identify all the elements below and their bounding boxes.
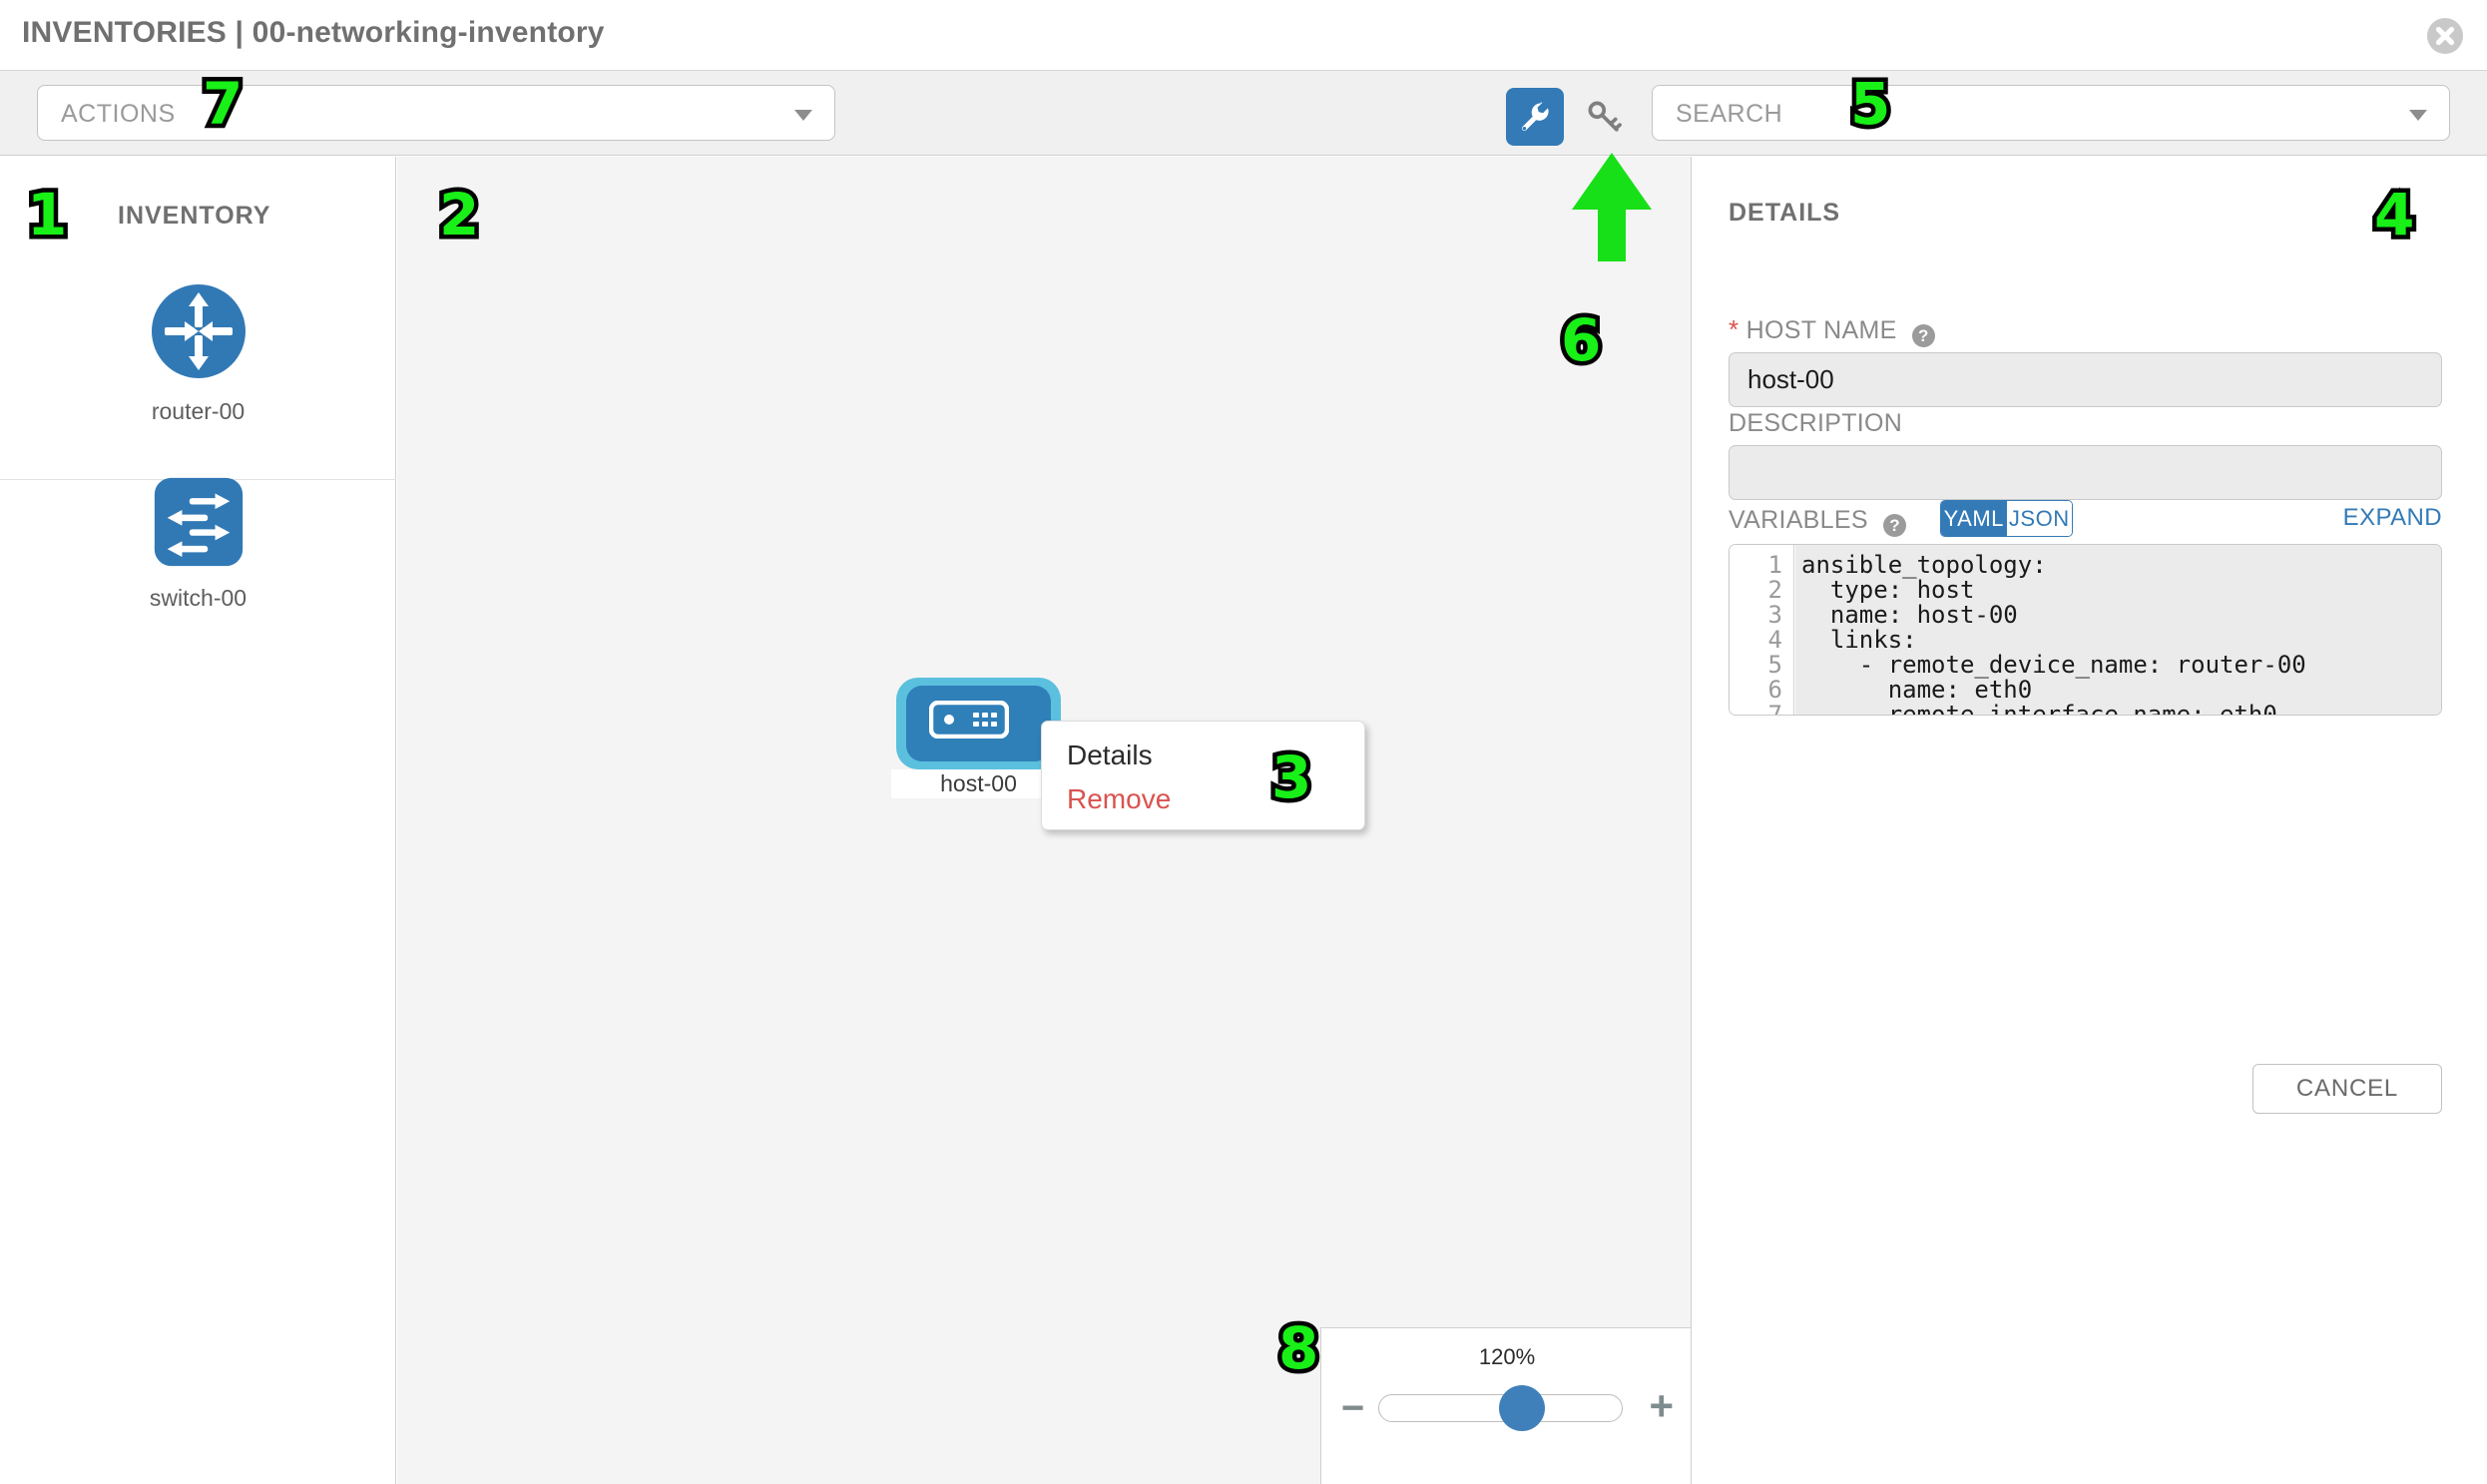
- chevron-down-icon: [2409, 110, 2427, 121]
- editor-gutter: 1 2 3 4 5 6 7: [1730, 545, 1794, 716]
- host-name-label-text: HOST NAME: [1745, 316, 1897, 344]
- toolbar: ACTIONS SEARCH: [0, 70, 2487, 156]
- code-line: ansible_topology:: [1801, 551, 2047, 579]
- wrench-icon[interactable]: [1506, 88, 1564, 146]
- context-menu-item-details[interactable]: Details: [1067, 740, 1153, 770]
- code-line: links:: [1801, 626, 1917, 654]
- code-line: - remote_device_name: router-00: [1801, 651, 2306, 679]
- zoom-control: 120% − +: [1320, 1327, 1691, 1484]
- editor-code-area[interactable]: ansible_topology: type: host name: host-…: [1795, 545, 2441, 716]
- details-heading: DETAILS: [1729, 199, 1841, 227]
- palette-item-router[interactable]: router-00: [0, 281, 396, 480]
- close-icon[interactable]: [2427, 18, 2463, 54]
- key-icon[interactable]: [1575, 88, 1633, 146]
- sidebar-heading: INVENTORY: [118, 202, 271, 230]
- zoom-slider-handle[interactable]: [1499, 1385, 1545, 1431]
- host-name-label: * HOST NAME ?: [1729, 314, 1935, 347]
- line-number: 5: [1767, 651, 1782, 679]
- title-bar: INVENTORIES | 00-networking-inventory: [0, 0, 2487, 70]
- line-number: 1: [1767, 551, 1782, 579]
- actions-dropdown-label: ACTIONS: [61, 100, 176, 128]
- page-title: INVENTORIES | 00-networking-inventory: [22, 16, 605, 49]
- description-field[interactable]: [1729, 445, 2442, 500]
- format-tab-json[interactable]: JSON: [2006, 501, 2072, 536]
- search-input[interactable]: SEARCH: [1652, 85, 2450, 141]
- question-mark-icon[interactable]: ?: [1883, 514, 1907, 537]
- palette-item-label: switch-00: [149, 585, 248, 611]
- variables-format-toggle: YAML JSON: [1940, 500, 2073, 537]
- palette-item-switch[interactable]: switch-00: [0, 476, 396, 612]
- topology-node-host[interactable]: host-00: [891, 678, 1066, 798]
- server-icon: [928, 700, 1010, 743]
- node-context-menu: Details Remove: [1041, 721, 1365, 830]
- line-number: 2: [1767, 576, 1782, 604]
- context-menu-item-remove[interactable]: Remove: [1067, 783, 1172, 814]
- line-number: 6: [1767, 676, 1782, 704]
- router-icon: [0, 281, 396, 386]
- palette-item-label: router-00: [151, 398, 246, 424]
- inventory-sidebar: INVENTORY router-00: [0, 157, 396, 1484]
- variables-label-text: VARIABLES: [1729, 506, 1868, 534]
- code-line: name: eth0: [1801, 676, 2033, 704]
- cancel-button[interactable]: CANCEL: [2252, 1064, 2442, 1114]
- annotation-arrow: [1572, 153, 1652, 261]
- question-mark-icon[interactable]: ?: [1911, 324, 1935, 347]
- code-line: remote_interface_name: eth0: [1801, 701, 2277, 716]
- variables-code-editor[interactable]: 1 2 3 4 5 6 7 ansible_topology: type: ho…: [1729, 544, 2442, 716]
- switch-icon: [0, 476, 396, 573]
- expand-link[interactable]: EXPAND: [2342, 504, 2442, 531]
- line-number: 4: [1767, 626, 1782, 654]
- host-name-field[interactable]: host-00: [1729, 352, 2442, 407]
- zoom-out-button[interactable]: −: [1341, 1386, 1365, 1430]
- variables-label: VARIABLES ?: [1729, 506, 1907, 537]
- search-placeholder: SEARCH: [1676, 100, 1783, 128]
- line-number: 7: [1767, 701, 1782, 716]
- line-number: 3: [1767, 601, 1782, 629]
- actions-dropdown[interactable]: ACTIONS: [37, 85, 835, 141]
- zoom-percent-label: 120%: [1478, 1344, 1536, 1369]
- zoom-in-button[interactable]: +: [1649, 1382, 1674, 1429]
- code-line: name: host-00: [1801, 601, 2018, 629]
- topology-canvas[interactable]: host-00 Details Remove 120% − +: [397, 157, 1692, 1484]
- node-label: host-00: [891, 769, 1066, 798]
- code-line: type: host: [1801, 576, 1975, 604]
- chevron-down-icon: [794, 110, 812, 121]
- details-panel: DETAILS * HOST NAME ? host-00 DESCRIPTIO…: [1693, 157, 2487, 1484]
- description-label: DESCRIPTION: [1729, 409, 1903, 437]
- required-marker: *: [1729, 314, 1740, 344]
- format-tab-yaml[interactable]: YAML: [1941, 501, 2007, 536]
